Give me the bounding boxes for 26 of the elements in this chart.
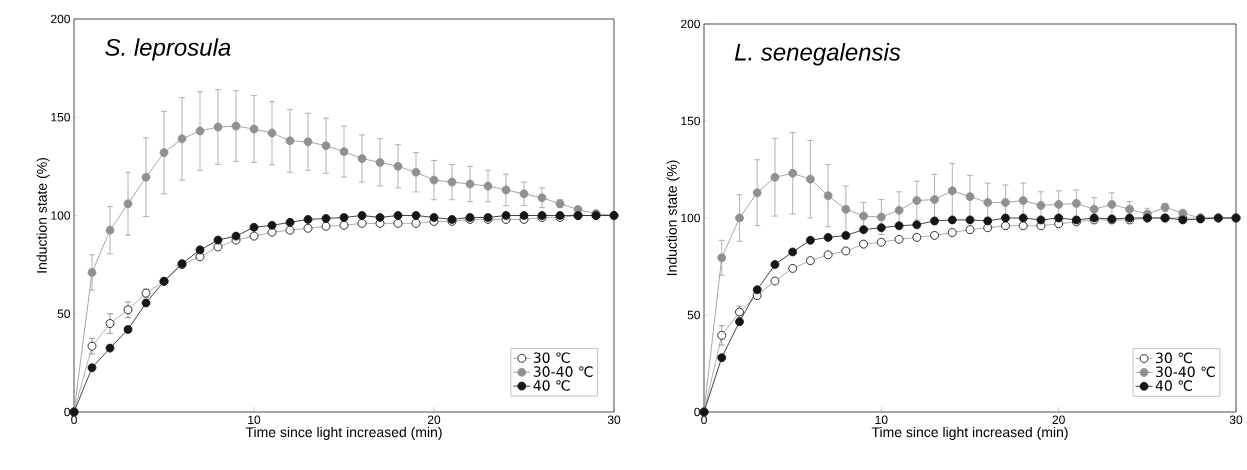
- x-tick-label: 30: [1229, 415, 1243, 425]
- y-tick-label: 200: [51, 14, 71, 24]
- y-tick-label: 200: [681, 19, 701, 29]
- x-axis-title: Time since light increased (min): [871, 426, 1068, 440]
- legend-label: 40 ℃: [533, 380, 570, 391]
- y-tick-label: 50: [687, 310, 701, 320]
- legend-label: 40 ℃: [1155, 380, 1192, 391]
- x-axis-title: Time since light increased (min): [245, 426, 442, 440]
- y-axis-title: Induction state (%): [36, 158, 50, 273]
- legend-label: 30 ℃: [533, 352, 570, 363]
- text: S. leprosula: [105, 38, 231, 61]
- y-tick-label: 100: [51, 211, 71, 220]
- legend-label: 30-40 ℃: [533, 366, 593, 377]
- x-tick-label: 10: [248, 415, 261, 425]
- y-tick-label: 150: [51, 112, 71, 122]
- y-tick-label: 150: [681, 116, 701, 126]
- x-tick-label: 30: [607, 415, 621, 425]
- text: L. senegalensis: [734, 43, 901, 66]
- x-tick-label: 20: [1052, 415, 1065, 425]
- x-tick-label: 20: [427, 415, 441, 425]
- legend-label: 30-40 ℃: [1156, 366, 1215, 378]
- y-axis-title: Induction state (%): [666, 160, 680, 276]
- legend-label: 30 ℃: [1156, 352, 1192, 364]
- y-tick-label: 100: [681, 213, 701, 223]
- y-tick-label: 50: [57, 309, 71, 318]
- x-tick-label: 10: [875, 415, 888, 425]
